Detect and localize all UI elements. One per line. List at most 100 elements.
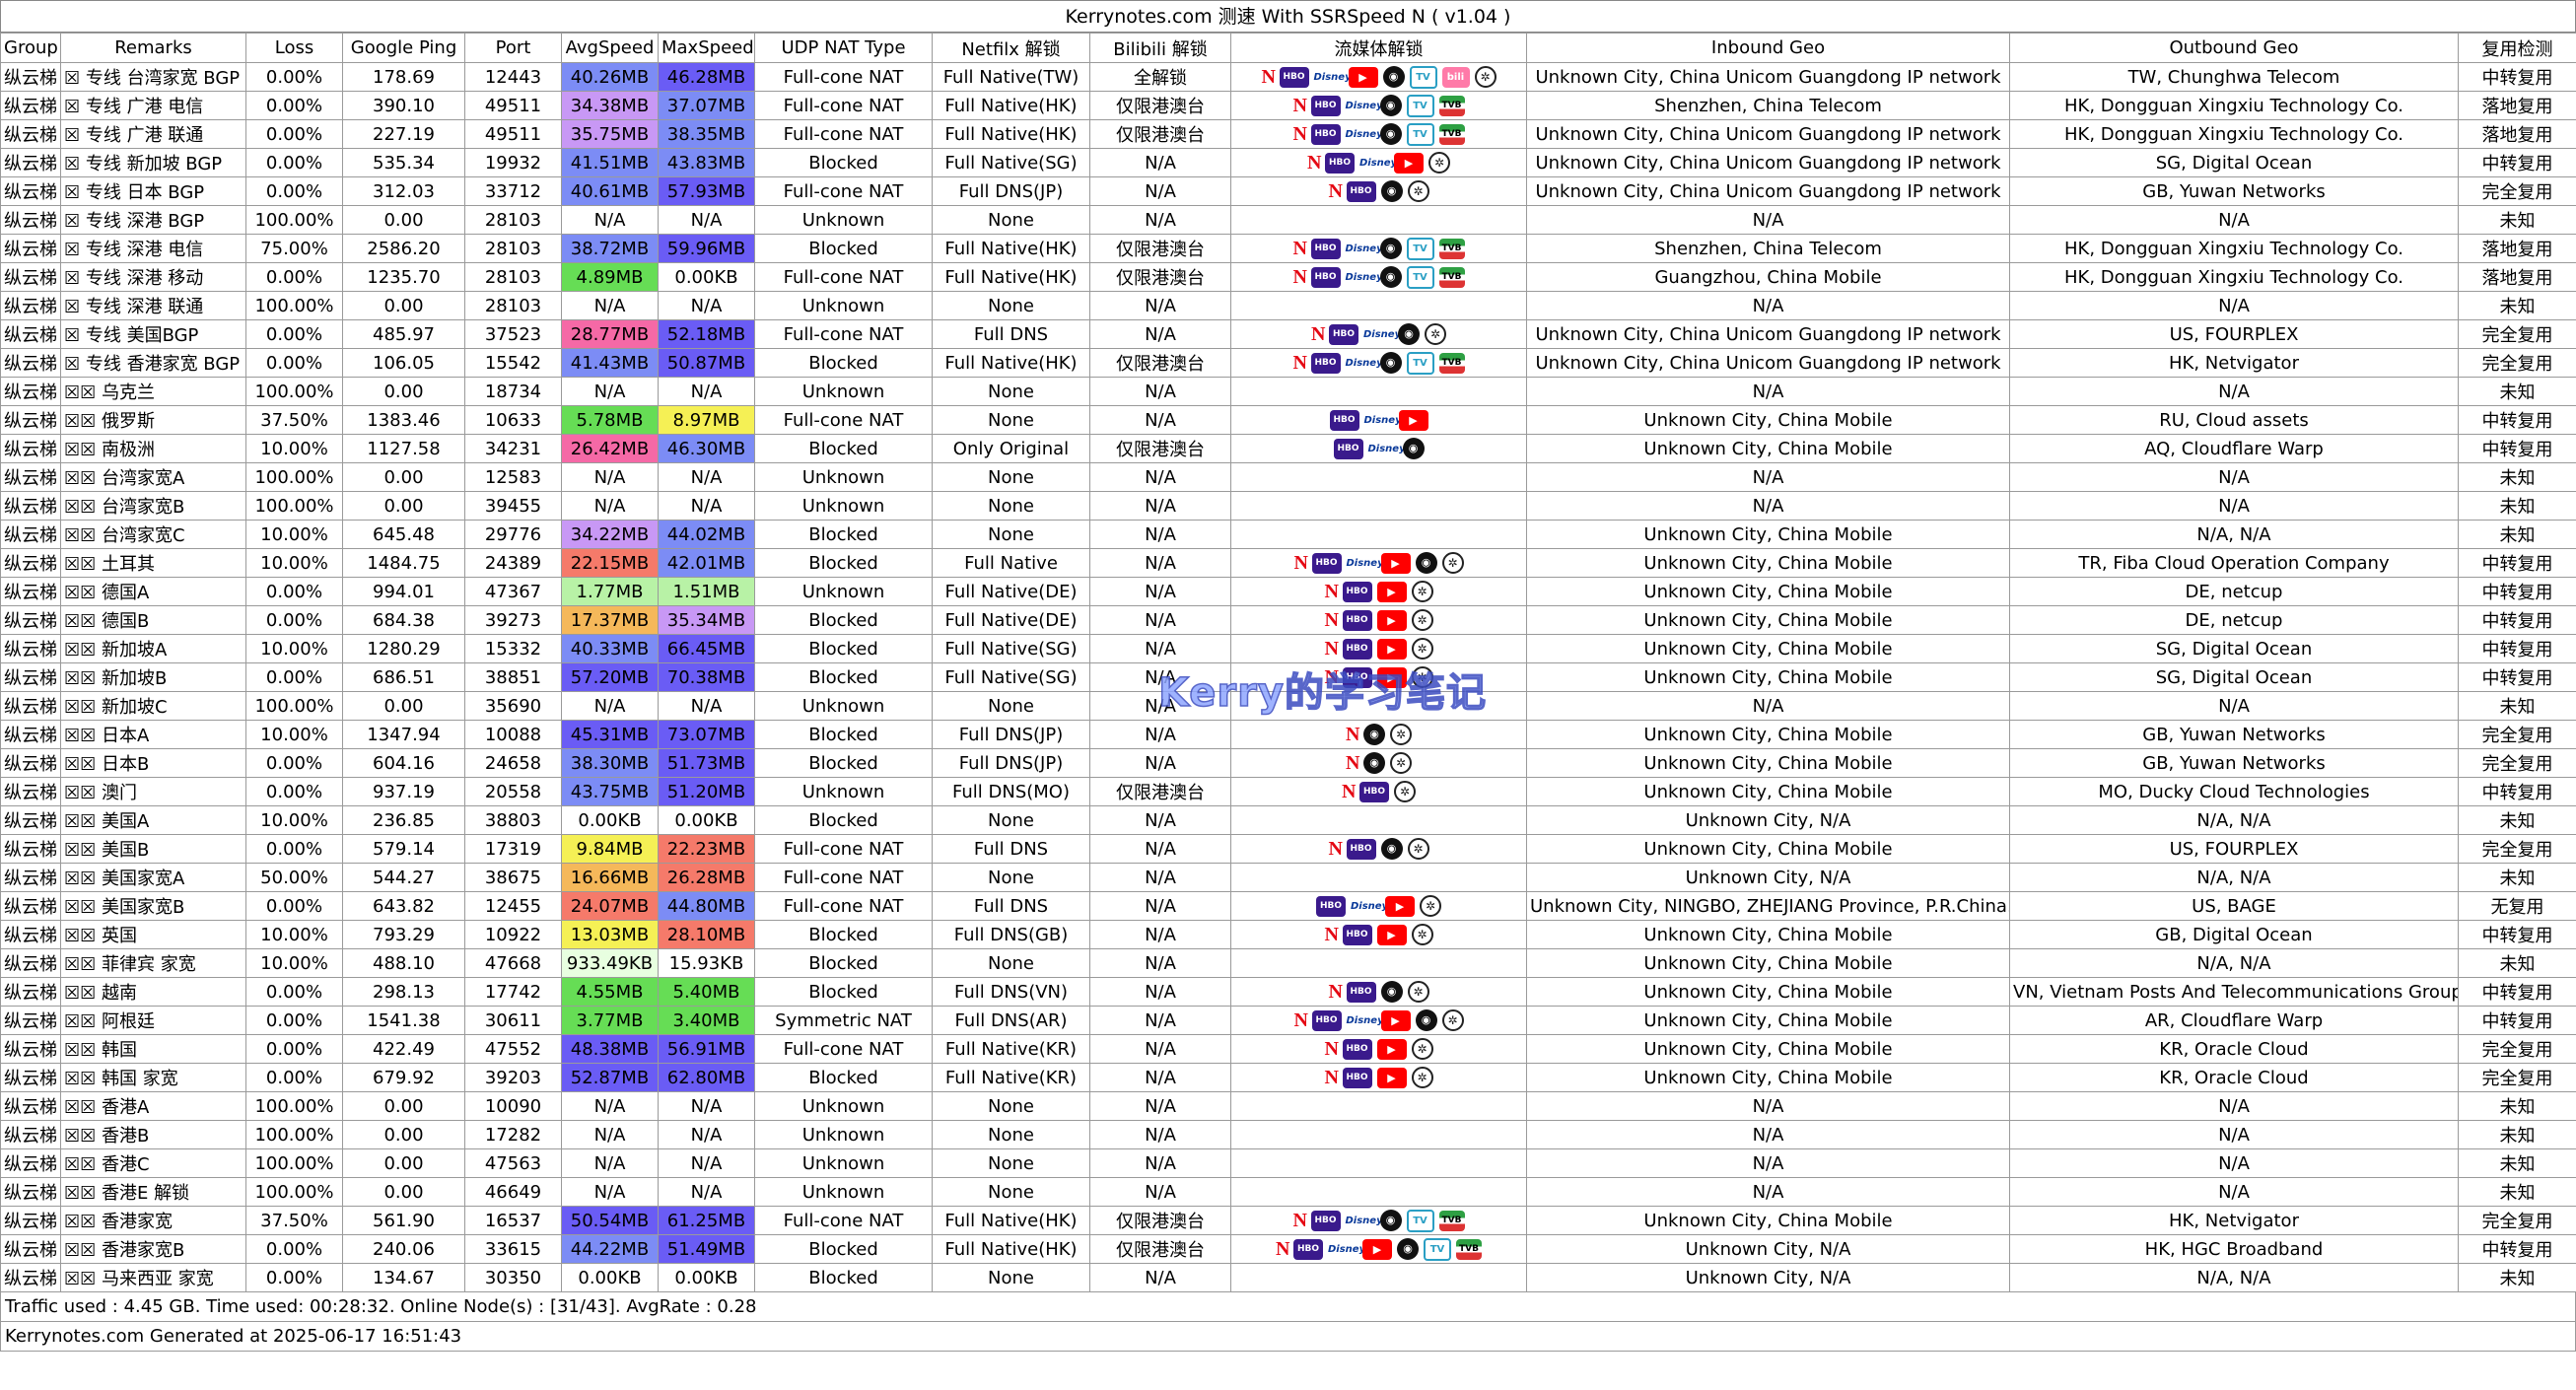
netflix-cell: Full DNS(GB)	[932, 920, 1090, 949]
ping-cell: 240.06	[342, 1234, 465, 1264]
table-row[interactable]: 纵云梯 ☒☒ 新加坡A 10.00% 1280.29 15332 40.33MB 66.45…	[0, 634, 2576, 663]
table-row[interactable]: 纵云梯 ☒☒ 香港家宽B 0.00% 240.06 33615 44.22MB 51.49M…	[0, 1234, 2576, 1264]
hbo-icon: HBO	[1311, 552, 1342, 574]
table-row[interactable]: 纵云梯 ☒☒ 香港家宽 37.50% 561.90 16537 50.54MB 61.25M…	[0, 1206, 2576, 1235]
port-cell: 17282	[464, 1120, 562, 1149]
ping-cell: 1347.94	[342, 720, 465, 749]
table-row[interactable]: 纵云梯 ☒☒ 德国B 0.00% 684.38 39273 17.37MB 35.34MB B…	[0, 605, 2576, 635]
media-unlock-cell: N HBO ▶ ✲	[1230, 920, 1527, 949]
table-row[interactable]: 纵云梯 ☒☒ 澳门 0.00% 937.19 20558 43.75MB 51.20MB Un…	[0, 777, 2576, 806]
group-cell: 纵云梯	[0, 434, 61, 463]
hbo-icon: HBO	[1333, 438, 1363, 459]
column-header[interactable]: Group	[0, 33, 61, 63]
table-row[interactable]: 纵云梯 ☒☒ 韩国 0.00% 422.49 47552 48.38MB 56.91MB Fu…	[0, 1034, 2576, 1064]
column-header[interactable]: Port	[464, 33, 562, 63]
ping-cell: 178.69	[342, 62, 465, 92]
bilibili-cell: N/A	[1089, 805, 1231, 835]
column-header[interactable]: UDP NAT Type	[754, 33, 933, 63]
port-cell: 19932	[464, 148, 562, 177]
table-row[interactable]: 纵云梯 ☒☒ 台湾家宽B 100.00% 0.00 39455 N/A N/A Unknown…	[0, 491, 2576, 521]
table-row[interactable]: 纵云梯 ☒☒ 乌克兰 100.00% 0.00 18734 N/A N/A Unknown No…	[0, 377, 2576, 406]
table-row[interactable]: 纵云梯 ☒☒ 新加坡C 100.00% 0.00 35690 N/A N/A Unknown N…	[0, 691, 2576, 721]
table-row[interactable]: 纵云梯 ☒☒ 阿根廷 0.00% 1541.38 30611 3.77MB 3.40MB Sy…	[0, 1006, 2576, 1035]
table-row[interactable]: 纵云梯 ☒☒ 香港C 100.00% 0.00 47563 N/A N/A Unknown No…	[0, 1148, 2576, 1178]
table-row[interactable]: 纵云梯 ☒☒ 南极洲 10.00% 1127.58 34231 26.42MB 46.30M…	[0, 434, 2576, 463]
column-header[interactable]: Bilibili 解锁	[1089, 33, 1231, 63]
table-row[interactable]: 纵云梯 ☒☒ 美国家宽A 50.00% 544.27 38675 16.66MB 26.28…	[0, 863, 2576, 892]
table-row[interactable]: 纵云梯 ☒☒ 德国A 0.00% 994.01 47367 1.77MB 1.51MB Unk…	[0, 577, 2576, 606]
avg-speed-cell: 43.75MB	[561, 777, 659, 806]
table-row[interactable]: 纵云梯 ☒☒ 美国家宽B 0.00% 643.82 12455 24.07MB 44.80M…	[0, 891, 2576, 921]
inbound-geo-cell: Unknown City, China Mobile	[1526, 777, 2010, 806]
table-row[interactable]: 纵云梯 ☒ 专线 香港家宽 BGP 0.00% 106.05 15542 41.43MB 5…	[0, 348, 2576, 378]
group-cell: 纵云梯	[0, 977, 61, 1007]
table-row[interactable]: 纵云梯 ☒☒ 马来西亚 家宽 0.00% 134.67 30350 0.00KB 0.00K…	[0, 1263, 2576, 1292]
table-row[interactable]: 纵云梯 ☒☒ 美国B 0.00% 579.14 17319 9.84MB 22.23MB Fu…	[0, 834, 2576, 864]
table-row[interactable]: 纵云梯 ☒☒ 土耳其 10.00% 1484.75 24389 22.15MB 42.01M…	[0, 548, 2576, 578]
loss-cell: 0.00%	[245, 319, 343, 349]
disney-icon: Disney+	[1328, 1243, 1374, 1255]
column-header[interactable]: 流媒体解锁	[1230, 33, 1527, 63]
inbound-geo-cell: Unknown City, NINGBO, ZHEJIANG Province,…	[1526, 891, 2010, 921]
table-row[interactable]: 纵云梯 ☒☒ 香港A 100.00% 0.00 10090 N/A N/A Unknown No…	[0, 1091, 2576, 1121]
column-header[interactable]: Netfilx 解锁	[932, 33, 1090, 63]
media-unlock-cell: N HBO Disney+ ▶ ✲	[1230, 148, 1527, 177]
column-header[interactable]: MaxSpeed	[658, 33, 755, 63]
table-row[interactable]: 纵云梯 ☒ 专线 日本 BGP 0.00% 312.03 33712 40.61MB 57.…	[0, 176, 2576, 206]
reuse-cell: 中转复用	[2458, 1234, 2576, 1264]
port-cell: 17742	[464, 977, 562, 1007]
ping-cell: 645.48	[342, 520, 465, 549]
table-row[interactable]: 纵云梯 ☒☒ 越南 0.00% 298.13 17742 4.55MB 5.40MB Bloc…	[0, 977, 2576, 1007]
group-cell: 纵云梯	[0, 1234, 61, 1264]
table-row[interactable]: 纵云梯 ☒☒ 日本B 0.00% 604.16 24658 38.30MB 51.73MB B…	[0, 748, 2576, 778]
table-row[interactable]: 纵云梯 ☒ 专线 深港 电信 75.00% 2586.20 28103 38.72MB 59…	[0, 234, 2576, 263]
bilibili-cell: N/A	[1089, 863, 1231, 892]
table-row[interactable]: 纵云梯 ☒ 专线 广港 联通 0.00% 227.19 49511 35.75MB 38.3…	[0, 119, 2576, 149]
table-row[interactable]: 纵云梯 ☒☒ 俄罗斯 37.50% 1383.46 10633 5.78MB 8.97MB F…	[0, 405, 2576, 435]
loss-cell: 100.00%	[245, 291, 343, 320]
column-header[interactable]: Remarks	[60, 33, 246, 63]
column-header[interactable]: 复用检测	[2458, 33, 2576, 63]
table-row[interactable]: 纵云梯 ☒☒ 菲律宾 家宽 10.00% 488.10 47668 933.49KB 15.…	[0, 948, 2576, 978]
table-row[interactable]: 纵云梯 ☒ 专线 新加坡 BGP 0.00% 535.34 19932 41.51MB 43…	[0, 148, 2576, 177]
reuse-cell: 未知	[2458, 948, 2576, 978]
table-row[interactable]: 纵云梯 ☒☒ 香港E 解锁 100.00% 0.00 46649 N/A N/A Unknow…	[0, 1177, 2576, 1207]
avg-speed-cell: 5.78MB	[561, 405, 659, 435]
bilibili-cell: 仅限港澳台	[1089, 91, 1231, 120]
ping-cell: 643.82	[342, 891, 465, 921]
column-header[interactable]: Outbound Geo	[2009, 33, 2459, 63]
column-header[interactable]: Google Ping	[342, 33, 465, 63]
avg-speed-cell: 57.20MB	[561, 662, 659, 692]
table-row[interactable]: 纵云梯 ☒ 专线 广港 电信 0.00% 390.10 49511 34.38MB 37.0…	[0, 91, 2576, 120]
table-row[interactable]: 纵云梯 ☒☒ 日本A 10.00% 1347.94 10088 45.31MB 73.07M…	[0, 720, 2576, 749]
table-row[interactable]: 纵云梯 ☒☒ 韩国 家宽 0.00% 679.92 39203 52.87MB 62.80M…	[0, 1063, 2576, 1092]
table-row[interactable]: 纵云梯 ☒☒ 香港B 100.00% 0.00 17282 N/A N/A Unknown No…	[0, 1120, 2576, 1149]
avg-speed-cell: 40.33MB	[561, 634, 659, 663]
table-row[interactable]: 纵云梯 ☒ 专线 台湾家宽 BGP 0.00% 178.69 12443 40.26MB 4…	[0, 62, 2576, 92]
bilibili-cell: N/A	[1089, 748, 1231, 778]
port-cell: 16537	[464, 1206, 562, 1235]
table-row[interactable]: 纵云梯 ☒☒ 美国A 10.00% 236.85 38803 0.00KB 0.00KB Bl…	[0, 805, 2576, 835]
netflix-icon: N	[1293, 551, 1308, 574]
table-row[interactable]: 纵云梯 ☒ 专线 深港 联通 100.00% 0.00 28103 N/A N/A Unkno…	[0, 291, 2576, 320]
table-row[interactable]: 纵云梯 ☒ 专线 美国BGP 0.00% 485.97 37523 28.77MB 52.1…	[0, 319, 2576, 349]
table-row[interactable]: 纵云梯 ☒☒ 英国 10.00% 793.29 10922 13.03MB 28.10MB B…	[0, 920, 2576, 949]
hbo-icon: HBO	[1346, 838, 1376, 860]
column-header[interactable]: Inbound Geo	[1526, 33, 2010, 63]
reuse-cell: 未知	[2458, 377, 2576, 406]
table-row[interactable]: 纵云梯 ☒ 专线 深港 BGP 100.00% 0.00 28103 N/A N/A Unkn…	[0, 205, 2576, 235]
reuse-cell: 落地复用	[2458, 234, 2576, 263]
table-row[interactable]: 纵云梯 ☒ 专线 深港 移动 0.00% 1235.70 28103 4.89MB 0.00…	[0, 262, 2576, 292]
max-speed-cell: 37.07MB	[658, 91, 755, 120]
remarks-cell: ☒☒ 德国A	[60, 577, 246, 606]
table-row[interactable]: 纵云梯 ☒☒ 台湾家宽C 10.00% 645.48 29776 34.22MB 44.02…	[0, 520, 2576, 549]
disney-icon: Disney+	[1345, 357, 1391, 369]
group-cell: 纵云梯	[0, 891, 61, 921]
ping-cell: 604.16	[342, 748, 465, 778]
table-row[interactable]: 纵云梯 ☒☒ 台湾家宽A 100.00% 0.00 12583 N/A N/A Unknown…	[0, 462, 2576, 492]
column-header[interactable]: AvgSpeed	[561, 33, 659, 63]
column-header[interactable]: Loss	[245, 33, 343, 63]
media-unlock-cell: N HBO Disney+ ▶ ◉ ✲	[1230, 1006, 1527, 1035]
inbound-geo-cell: Unknown City, N/A	[1526, 805, 2010, 835]
max-speed-cell: 5.40MB	[658, 977, 755, 1007]
